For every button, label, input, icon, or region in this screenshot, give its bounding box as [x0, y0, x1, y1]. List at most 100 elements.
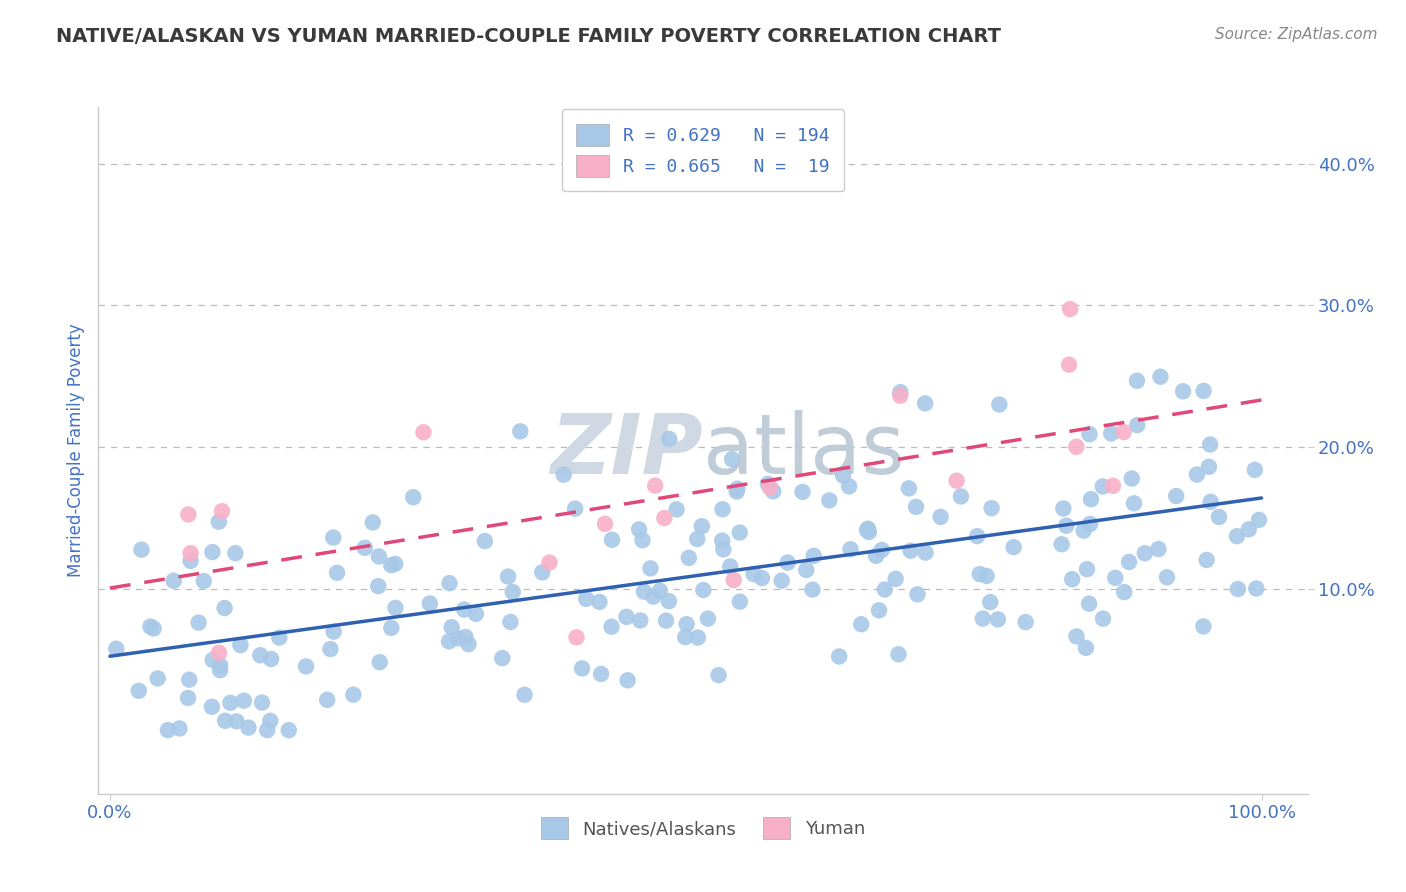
Point: [616, 610, 638, 624]
Point: [380, 621, 402, 635]
Point: [887, 647, 910, 661]
Point: [721, 452, 744, 467]
Point: [142, 622, 165, 636]
Point: [600, 620, 623, 634]
Point: [1185, 467, 1208, 482]
Point: [1126, 418, 1149, 433]
Point: [474, 534, 496, 549]
Point: [643, 590, 665, 604]
Point: [728, 525, 751, 540]
Point: [711, 542, 734, 557]
Point: [208, 646, 231, 660]
Point: [1099, 426, 1122, 441]
Point: [464, 607, 486, 621]
Point: [900, 543, 922, 558]
Point: [770, 574, 793, 588]
Point: [1149, 369, 1171, 384]
Point: [1121, 471, 1143, 485]
Point: [193, 574, 215, 588]
Point: [209, 658, 232, 673]
Point: [1073, 524, 1095, 538]
Point: [128, 683, 150, 698]
Point: [1002, 540, 1025, 554]
Point: [201, 699, 224, 714]
Point: [1057, 358, 1080, 372]
Point: [1118, 555, 1140, 569]
Point: [531, 566, 554, 580]
Point: [1104, 571, 1126, 585]
Point: [723, 573, 745, 587]
Point: [692, 582, 714, 597]
Point: [1074, 640, 1097, 655]
Point: [384, 600, 406, 615]
Point: [884, 572, 907, 586]
Point: [499, 615, 522, 629]
Point: [839, 542, 862, 557]
Point: [187, 615, 209, 630]
Point: [1014, 615, 1036, 629]
Point: [907, 587, 929, 601]
Point: [949, 490, 972, 504]
Point: [367, 579, 389, 593]
Point: [1133, 546, 1156, 560]
Point: [201, 653, 224, 667]
Point: [1112, 425, 1135, 439]
Point: [1076, 562, 1098, 576]
Point: [368, 655, 391, 669]
Point: [1059, 301, 1081, 316]
Point: [628, 614, 651, 628]
Point: [776, 556, 799, 570]
Point: [131, 542, 153, 557]
Point: [718, 559, 741, 574]
Point: [792, 484, 814, 499]
Point: [865, 549, 887, 563]
Point: [260, 652, 283, 666]
Point: [690, 519, 713, 533]
Point: [342, 688, 364, 702]
Point: [914, 546, 936, 560]
Point: [1198, 459, 1220, 474]
Point: [762, 484, 785, 499]
Point: [105, 641, 128, 656]
Point: [658, 432, 681, 446]
Point: [751, 571, 773, 585]
Point: [402, 490, 425, 504]
Text: NATIVE/ALASKAN VS YUMAN MARRIED-COUPLE FAMILY POVERTY CORRELATION CHART: NATIVE/ALASKAN VS YUMAN MARRIED-COUPLE F…: [56, 27, 1001, 45]
Point: [696, 612, 718, 626]
Point: [564, 501, 586, 516]
Point: [439, 576, 461, 591]
Point: [707, 668, 730, 682]
Point: [945, 474, 967, 488]
Point: [889, 385, 911, 400]
Point: [1192, 384, 1215, 398]
Point: [976, 569, 998, 583]
Point: [1243, 463, 1265, 477]
Point: [139, 619, 162, 633]
Point: [818, 493, 841, 508]
Point: [742, 567, 765, 582]
Point: [208, 515, 231, 529]
Point: [322, 531, 344, 545]
Point: [457, 637, 479, 651]
Point: [1226, 529, 1249, 543]
Point: [1062, 572, 1084, 586]
Point: [832, 468, 855, 483]
Point: [851, 617, 873, 632]
Point: [1126, 374, 1149, 388]
Point: [673, 630, 696, 644]
Point: [868, 603, 890, 617]
Point: [828, 649, 851, 664]
Point: [759, 481, 782, 495]
Point: [794, 563, 817, 577]
Point: [1066, 629, 1088, 643]
Point: [1091, 479, 1114, 493]
Point: [873, 582, 896, 597]
Point: [219, 696, 242, 710]
Point: [1078, 427, 1101, 442]
Point: [380, 558, 402, 573]
Point: [593, 516, 616, 531]
Point: [905, 500, 928, 514]
Point: [1156, 570, 1178, 584]
Point: [988, 397, 1011, 411]
Point: [1054, 518, 1077, 533]
